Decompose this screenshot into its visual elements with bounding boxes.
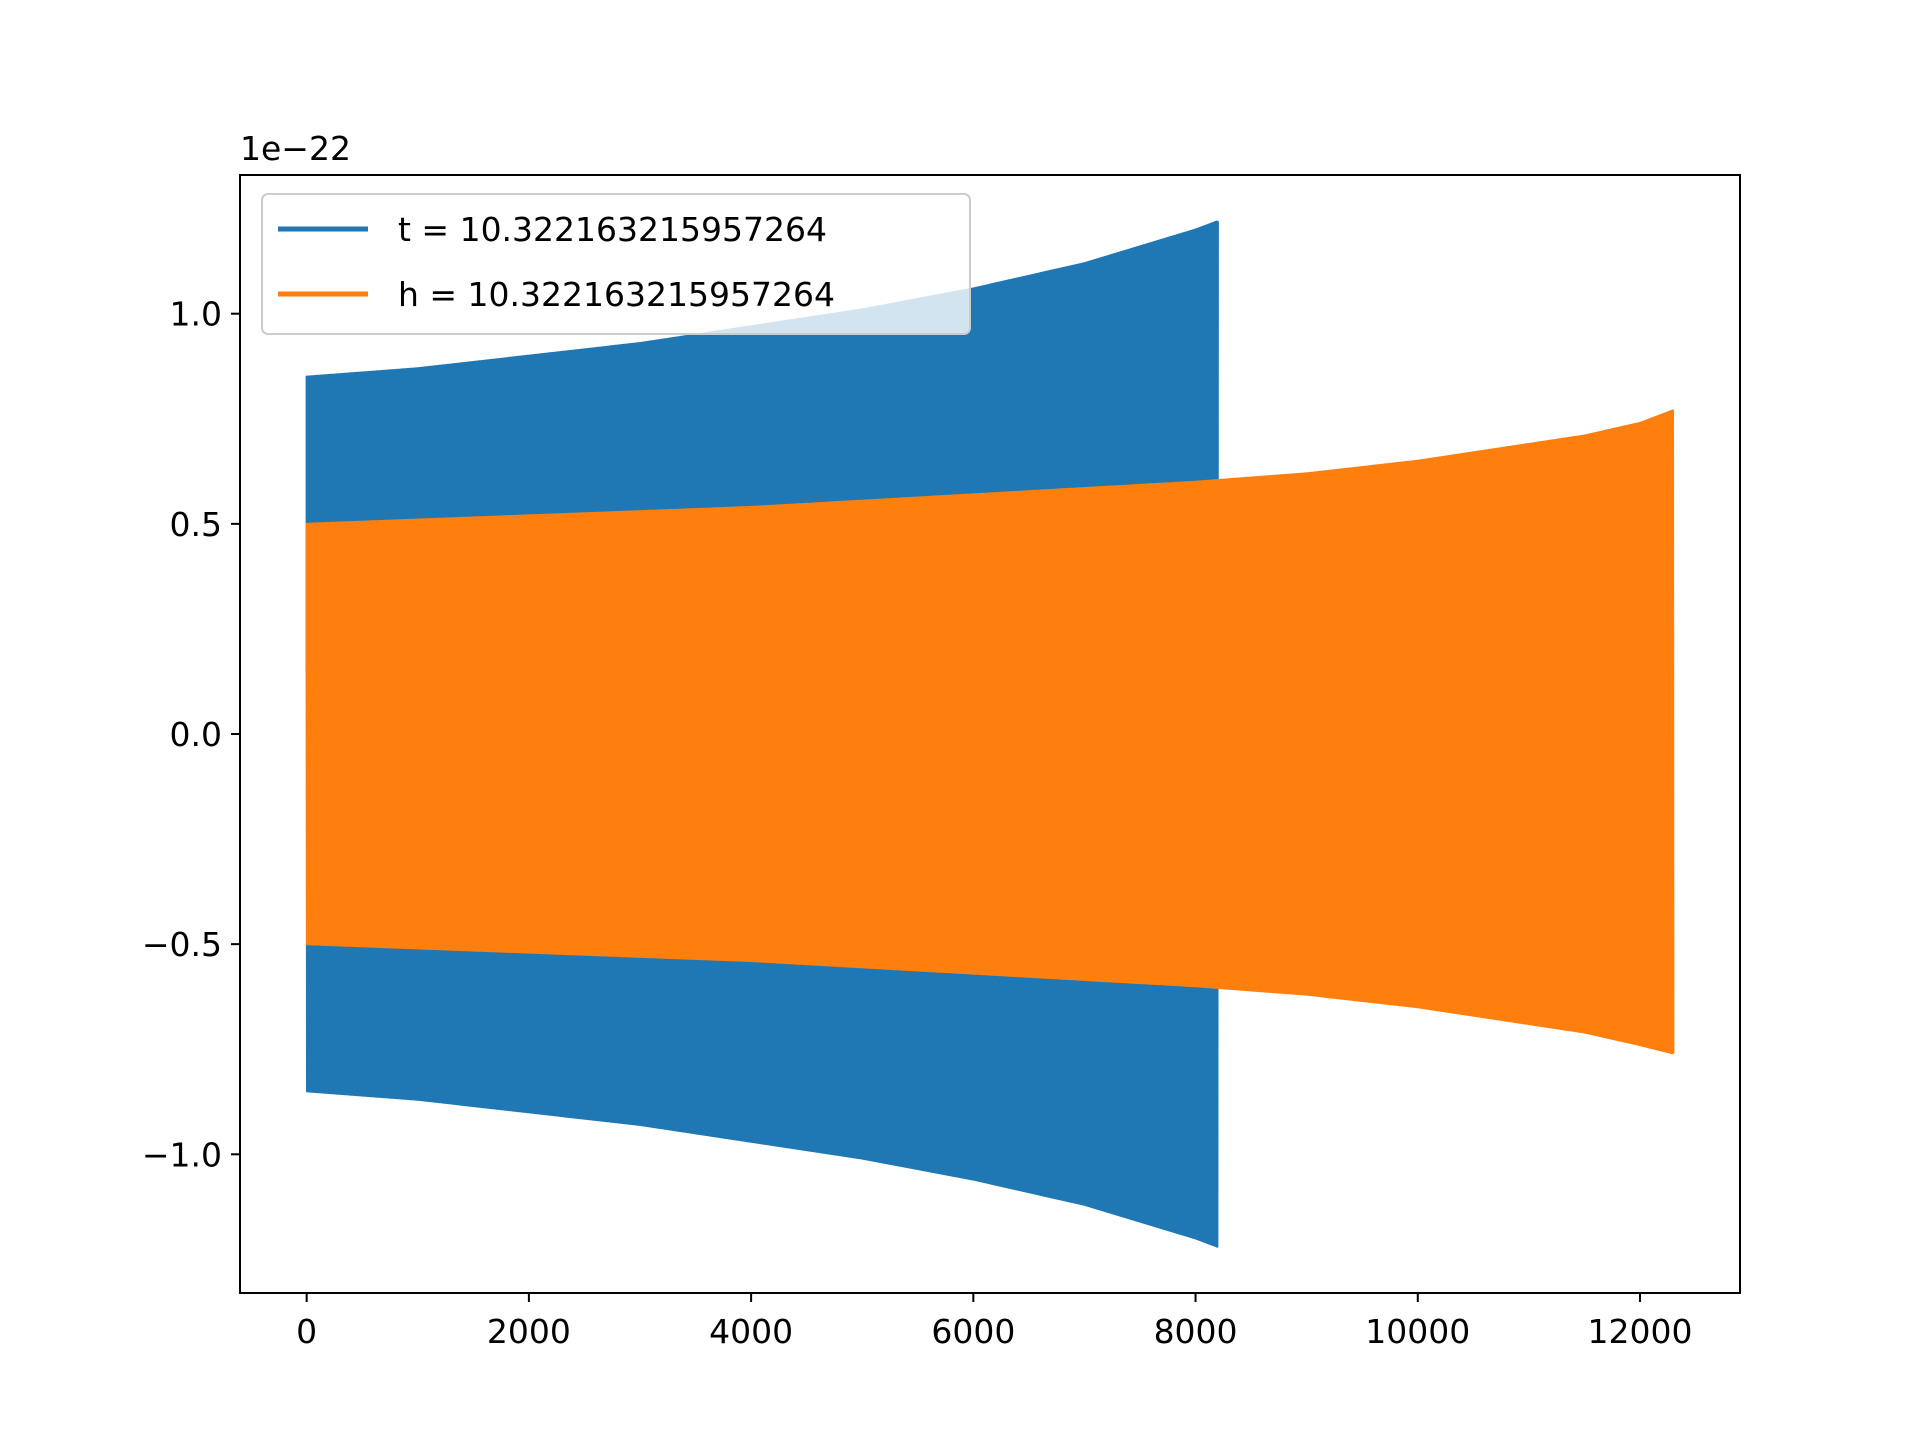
x-tick-label: 10000	[1365, 1312, 1470, 1351]
y-tick-label: −0.5	[142, 925, 222, 964]
x-tick-label: 2000	[487, 1312, 571, 1351]
y-tick-label: 0.5	[170, 505, 222, 544]
y-tick-label: 0.0	[170, 715, 222, 754]
x-tick-label: 4000	[709, 1312, 793, 1351]
series-layer	[305, 220, 1675, 1248]
legend-box	[261, 193, 971, 335]
x-tick-label: 8000	[1154, 1312, 1238, 1351]
x-tick-label: 0	[296, 1312, 317, 1351]
legend-label-h: h = 10.322163215957264	[398, 275, 835, 314]
legend: t = 10.322163215957264 h = 10.3221632159…	[261, 193, 971, 335]
legend-label-t: t = 10.322163215957264	[398, 210, 827, 249]
y-tick-label: 1.0	[170, 295, 222, 334]
y-axis: 1.0 0.5 0.0 −0.5 −1.0	[142, 295, 240, 1174]
series-line-h	[305, 409, 1675, 1055]
x-axis: 0 2000 4000 6000 8000 10000 12000	[296, 1293, 1692, 1351]
x-tick-label: 6000	[931, 1312, 1015, 1351]
y-offset-label: 1e−22	[240, 129, 351, 168]
x-tick-label: 12000	[1588, 1312, 1693, 1351]
y-tick-label: −1.0	[142, 1135, 222, 1174]
